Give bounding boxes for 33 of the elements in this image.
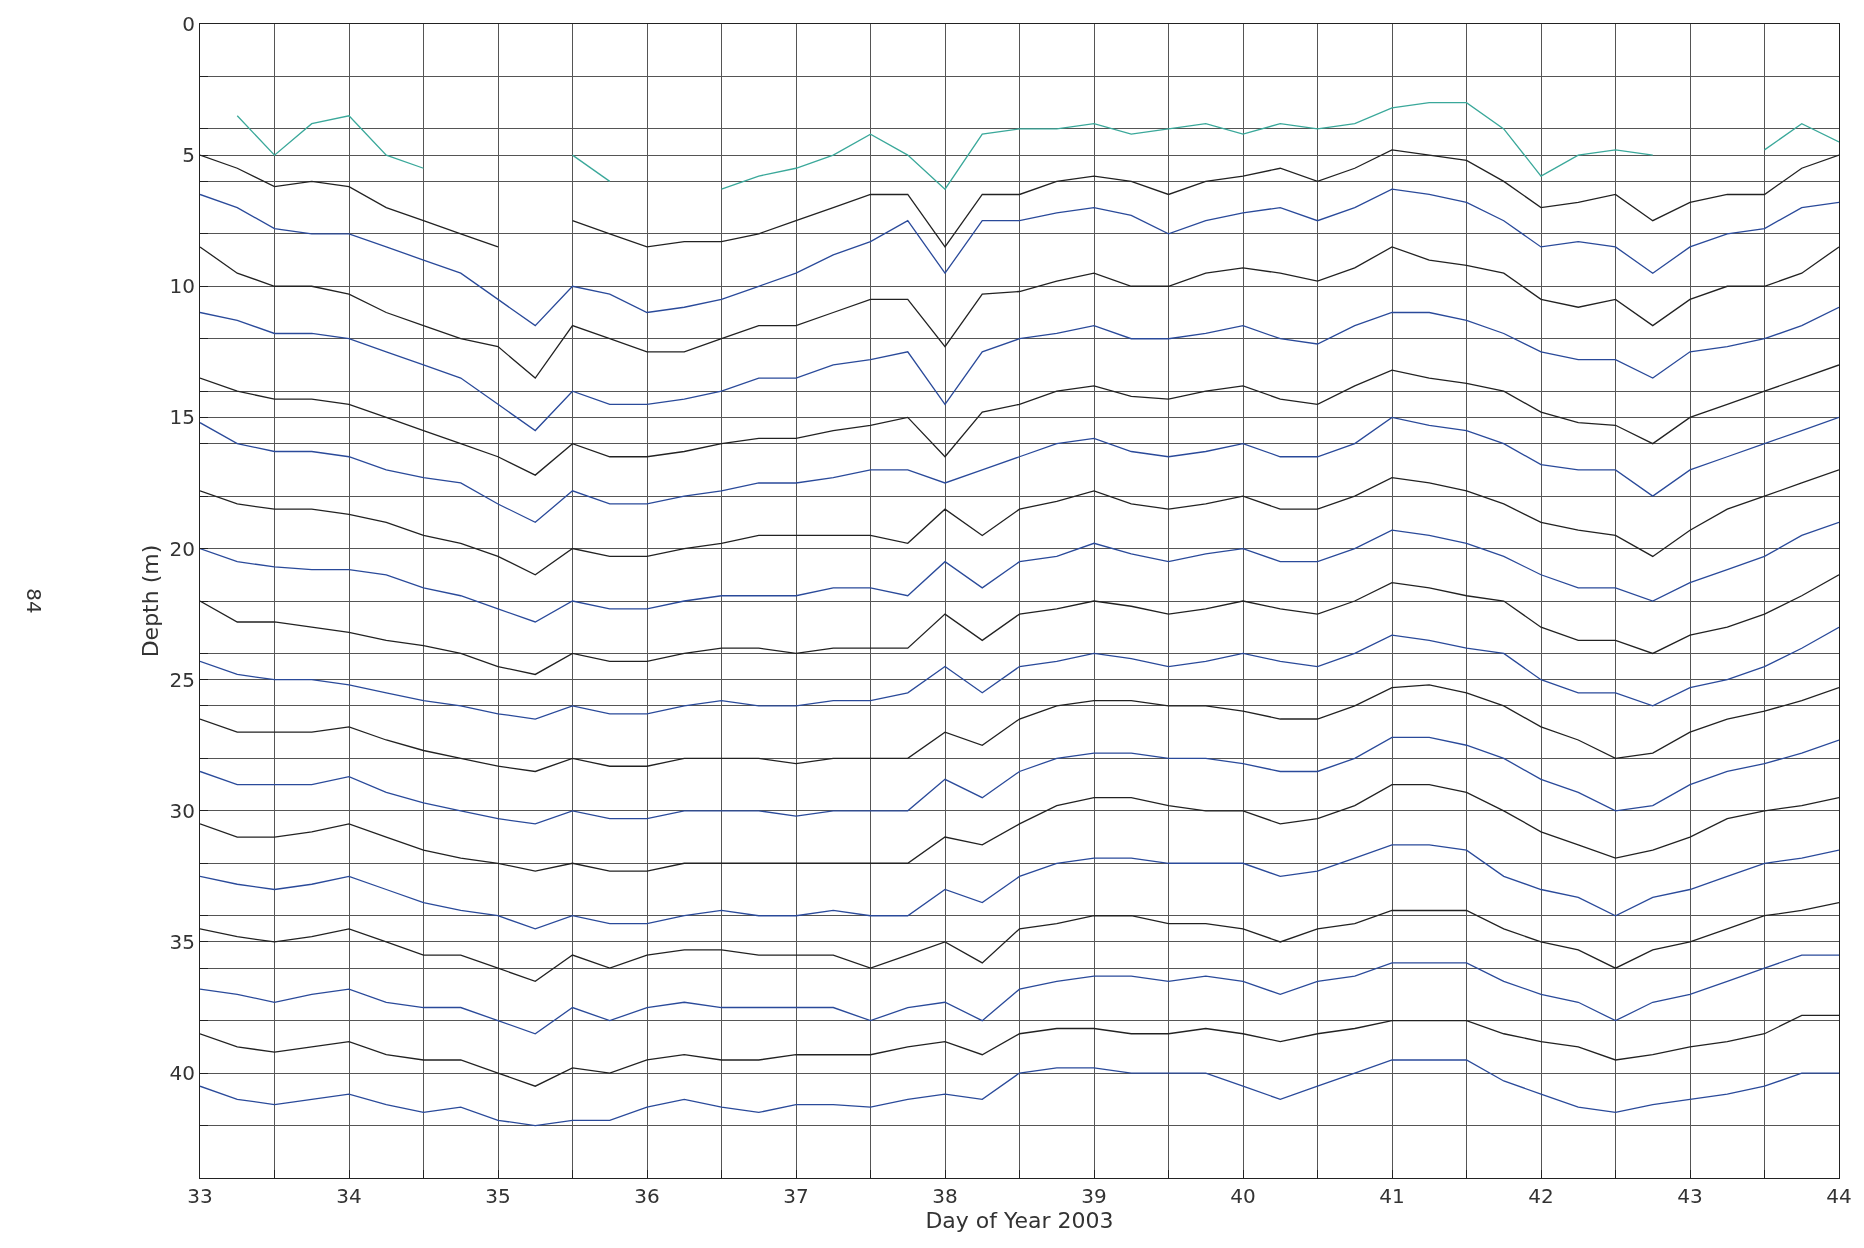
x-tick-label: 44 — [1826, 1184, 1852, 1208]
x-tick-label: 35 — [485, 1184, 511, 1208]
x-tick-label: 37 — [783, 1184, 809, 1208]
x-tick-label: 38 — [932, 1184, 958, 1208]
line-series — [200, 954, 1839, 1035]
line-series — [200, 626, 1839, 720]
x-tick-label: 33 — [187, 1184, 213, 1208]
y-tick-label: 30 — [169, 798, 195, 823]
y-tick-label: 0 — [182, 12, 195, 36]
line-series — [200, 416, 1839, 523]
y-tick-label: 15 — [169, 405, 195, 430]
x-tick-label: 43 — [1677, 1184, 1703, 1208]
y-tick-label: 25 — [169, 667, 195, 692]
y-tick-label: 5 — [182, 143, 195, 168]
x-tick-label: 40 — [1230, 1184, 1256, 1208]
x-tick-label: 34 — [336, 1184, 362, 1208]
y-tick-label: 10 — [169, 274, 195, 299]
line-series — [200, 844, 1839, 930]
x-tick-label: 36 — [634, 1184, 660, 1208]
line-series — [200, 188, 1839, 327]
x-tick-label: 39 — [1081, 1184, 1107, 1208]
text: 84 — [21, 588, 46, 614]
line-series — [200, 1059, 1839, 1127]
y-tick-label: 40 — [169, 1061, 195, 1086]
y-axis-title: Depth (m) — [138, 544, 164, 658]
line-series — [200, 736, 1839, 825]
line-series — [200, 521, 1839, 623]
x-tick-label: 41 — [1379, 1184, 1405, 1208]
line-series — [200, 306, 1839, 432]
y-tick-label: 20 — [169, 536, 195, 561]
x-tick-label: 42 — [1528, 1184, 1554, 1208]
x-axis-title: Day of Year 2003 — [925, 1208, 1114, 1233]
y-tick-label: 35 — [169, 929, 195, 954]
